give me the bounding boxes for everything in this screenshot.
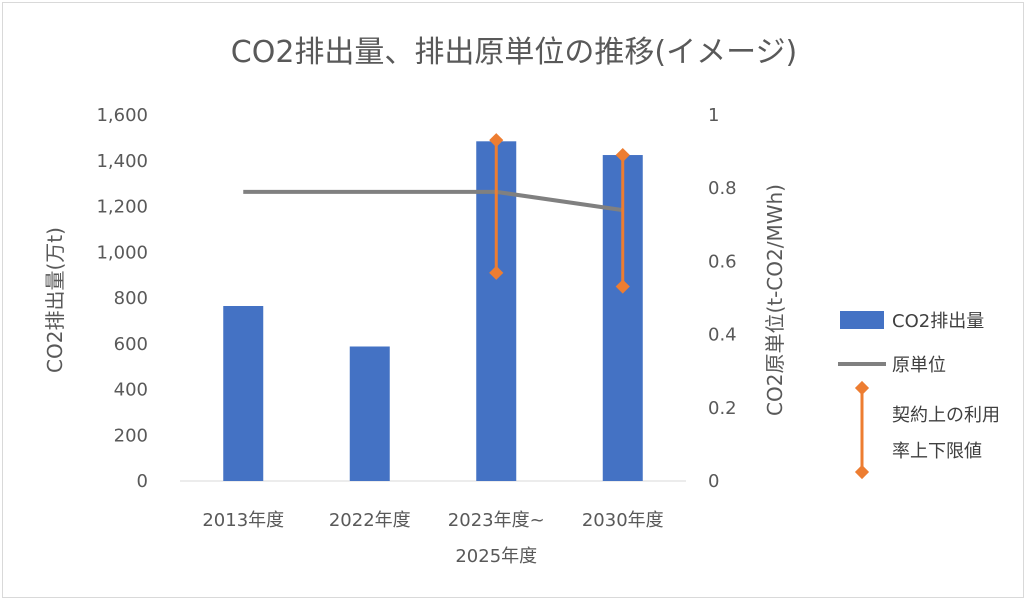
y2-tick-label: 0.2 — [708, 398, 737, 419]
errorbar-lower-marker — [489, 265, 504, 280]
line-intensity — [243, 189, 624, 213]
legend-label-co2: CO2排出量 — [892, 311, 984, 332]
y-tick-label: 0 — [137, 471, 148, 492]
legend-label-range-2: 率上下限値 — [892, 441, 982, 462]
y-tick-label: 1,000 — [96, 242, 148, 263]
y-tick-label: 1,600 — [96, 105, 148, 126]
bar-co2 — [223, 306, 264, 481]
y2-tick-label: 0 — [708, 471, 719, 492]
y-tick-label: 600 — [114, 334, 148, 355]
y-tick-label: 1,400 — [96, 151, 148, 172]
x-tick-label: 2013年度 — [202, 510, 284, 531]
y-tick-label: 200 — [114, 425, 148, 446]
y2-tick-label: 0.6 — [708, 251, 737, 272]
x-tick-label: 2023年度~ — [448, 510, 545, 531]
errorbar-upper-marker — [489, 133, 504, 148]
errorbar-upper-marker — [615, 147, 630, 163]
y-tick-label: 1,200 — [96, 197, 148, 218]
y-axis-title: CO2排出量(万t) — [43, 227, 67, 373]
legend-range-bottom-marker — [854, 464, 870, 480]
legend-label-range-1: 契約上の利用 — [892, 405, 1000, 426]
y-tick-label: 400 — [114, 380, 148, 401]
bar-co2 — [349, 346, 390, 481]
y-tick-label: 800 — [114, 288, 148, 309]
x-tick-label: 2025年度 — [455, 546, 537, 567]
legend-range-top-marker — [854, 380, 870, 396]
legend-swatch-co2 — [840, 311, 884, 329]
x-tick-label: 2030年度 — [582, 510, 664, 531]
y2-tick-label: 0.8 — [708, 178, 737, 199]
y2-axis-title: CO2原単位(t-CO2/MWh) — [763, 184, 787, 416]
y2-tick-label: 1 — [708, 105, 719, 126]
legend: CO2排出量 原単位 契約上の利用 率上下限値 — [838, 311, 1000, 480]
chart-title: CO2排出量、排出原単位の推移(イメージ) — [231, 35, 797, 70]
legend-label-intensity: 原単位 — [892, 355, 946, 376]
x-tick-label: 2022年度 — [329, 510, 411, 531]
y2-tick-label: 0.4 — [708, 325, 737, 346]
errorbar-lower-marker — [615, 279, 630, 294]
